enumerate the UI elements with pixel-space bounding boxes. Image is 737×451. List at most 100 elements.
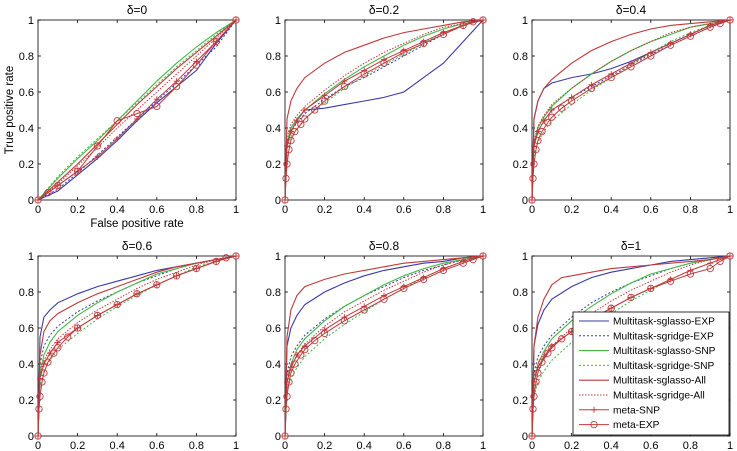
series-line-meta-exp: [284, 19, 484, 201]
x-tick-label: 0.8: [436, 204, 451, 216]
meta-exp-point: [530, 160, 538, 168]
series-line-sglasso-all: [284, 19, 484, 201]
meta-exp-point: [439, 266, 448, 275]
x-tick-label: 0.4: [357, 204, 372, 216]
meta-exp-point: [320, 329, 329, 338]
y-tick-label: 0.8: [19, 51, 34, 63]
x-tick-label: 0.8: [189, 204, 204, 216]
meta-exp-point: [548, 113, 556, 121]
panel-title: δ=0.4: [616, 3, 647, 17]
meta-exp-point: [93, 142, 102, 150]
x-tick-label: 0.2: [317, 204, 332, 216]
meta-snp-point: [153, 96, 160, 103]
x-axis-label: False positive rate: [90, 218, 183, 230]
meta-exp-point: [172, 272, 181, 280]
y-tick-label: 0.8: [19, 287, 34, 299]
meta-exp-point: [35, 405, 43, 413]
meta-exp-point: [40, 369, 48, 377]
meta-exp-point: [172, 82, 181, 91]
x-tick-label: 0.4: [604, 204, 619, 216]
y-tick-label: 0.4: [266, 123, 281, 135]
meta-exp-point: [544, 349, 552, 357]
meta-exp-point: [282, 174, 290, 183]
meta-exp-point: [287, 369, 295, 377]
meta-exp-point: [530, 392, 538, 401]
x-tick-label: 1: [480, 440, 486, 451]
x-tick-label: 0.8: [189, 440, 204, 451]
plot-frame: [284, 255, 484, 437]
x-tick-label: 0: [529, 440, 535, 451]
y-tick-label: 0.6: [266, 87, 281, 99]
roc-panel-5: 0 0.2 0.4 0.6 0.8 1 0 0.2 0.4 0.6 0.8 1 δ=0.8: [266, 239, 487, 451]
meta-exp-point: [340, 317, 349, 325]
legend-box: [572, 311, 730, 436]
meta-exp-point: [686, 32, 695, 40]
meta-exp-point: [192, 61, 201, 69]
meta-snp-point: [548, 107, 555, 113]
meta-exp-point: [133, 290, 141, 298]
series-line-sgridge-all: [531, 255, 731, 437]
series-line-sglasso-all: [37, 255, 237, 437]
series-line-meta-exp: [284, 255, 484, 437]
meta-exp-point: [34, 196, 42, 204]
meta-exp-point: [64, 333, 72, 341]
meta-exp-point: [283, 160, 291, 168]
x-tick-label: 1: [727, 204, 733, 216]
legend-item-sglasso-exp: Multitask-sglasso-EXP: [579, 317, 715, 328]
series-line-sgridge-all: [284, 19, 484, 201]
y-tick-label: 1: [275, 15, 281, 27]
series-line-sgridge-snp: [284, 19, 484, 201]
series-line-sglasso-snp: [531, 19, 731, 201]
series-line-meta-exp: [531, 255, 731, 437]
meta-exp-point: [666, 41, 675, 49]
series-line-sgridge-all: [37, 19, 237, 201]
legend-label: Multitask-sgridge-SNP: [613, 361, 715, 372]
meta-snp-point: [40, 361, 47, 367]
series-line-sglasso-snp: [37, 19, 237, 201]
meta-exp-point: [459, 21, 467, 30]
meta-exp-point: [153, 102, 161, 111]
y-tick-label: 0: [522, 431, 528, 443]
y-tick-label: 0: [522, 195, 528, 207]
series-line-meta-exp: [531, 19, 731, 201]
meta-exp-point: [380, 59, 388, 67]
series-line-sglasso-all: [284, 255, 484, 437]
series-line-meta-exp: [37, 19, 237, 201]
meta-exp-point: [50, 349, 58, 357]
meta-exp-point: [44, 189, 52, 197]
meta-exp-point: [587, 84, 596, 93]
meta-exp-point: [544, 118, 552, 127]
meta-exp-point: [647, 284, 655, 293]
meta-exp-point: [529, 174, 537, 183]
x-tick-label: 0.2: [70, 440, 85, 451]
meta-exp-point: [532, 378, 540, 386]
meta-exp-point: [282, 405, 290, 413]
meta-exp-point: [532, 145, 540, 154]
y-tick-label: 0.2: [513, 395, 528, 407]
meta-exp-point: [340, 82, 349, 91]
x-tick-label: 1: [480, 204, 486, 216]
series-line-sglasso-all: [37, 19, 237, 201]
plot-frame: [531, 19, 731, 201]
meta-exp-point: [291, 360, 299, 368]
meta-exp-point: [627, 293, 635, 302]
meta-snp-point: [114, 135, 121, 142]
meta-exp-point: [706, 23, 714, 31]
meta-exp-point: [607, 304, 615, 312]
y-tick-label: 0.8: [266, 287, 281, 299]
meta-exp-point: [647, 52, 655, 60]
series-line-sglasso-snp: [37, 255, 237, 437]
series-line-meta-snp: [531, 19, 731, 201]
y-tick-label: 0.2: [19, 395, 34, 407]
legend-label: meta-EXP: [613, 420, 660, 431]
meta-snp-point: [287, 128, 294, 135]
y-tick-label: 0.4: [513, 123, 528, 135]
panel-title: δ=0.2: [369, 3, 400, 17]
meta-exp-point: [666, 277, 675, 285]
meta-exp-point: [232, 16, 240, 24]
meta-exp-point: [54, 344, 62, 352]
meta-exp-point: [153, 281, 161, 289]
legend-item-sglasso-all: Multitask-sglasso-All: [579, 376, 706, 387]
x-tick-label: 0.4: [110, 440, 125, 451]
y-tick-label: 0.6: [513, 323, 528, 335]
